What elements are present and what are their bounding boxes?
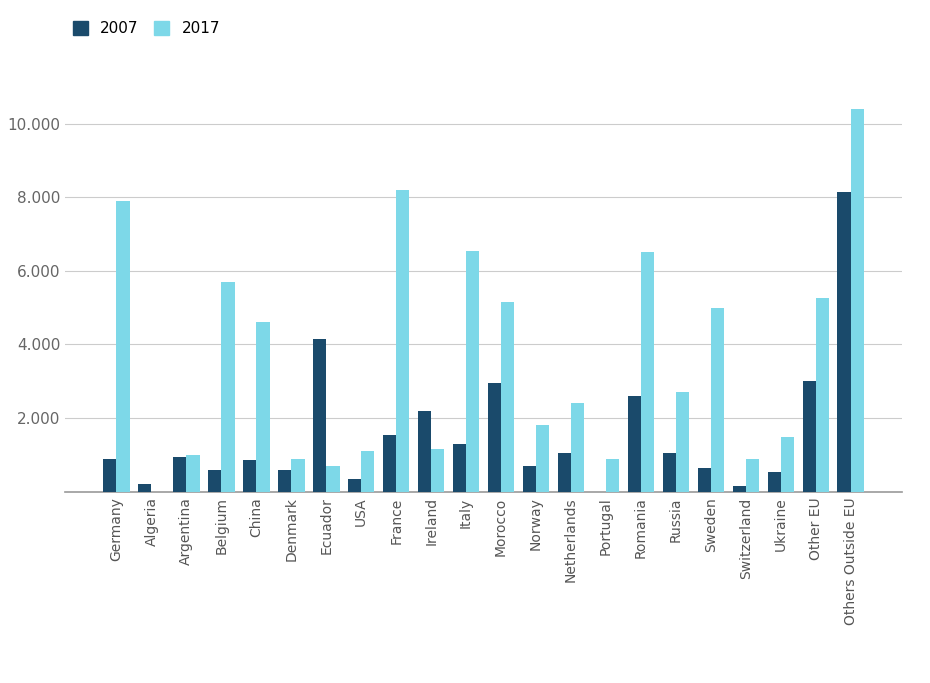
Bar — [733, 486, 746, 492]
Bar — [348, 479, 361, 492]
Bar — [173, 457, 186, 492]
Bar — [432, 449, 445, 492]
Bar — [746, 458, 759, 492]
Bar — [558, 453, 571, 492]
Bar — [501, 302, 514, 492]
Bar — [208, 470, 221, 492]
Bar — [767, 471, 781, 492]
Bar — [816, 298, 829, 492]
Bar — [711, 307, 724, 492]
Bar — [257, 322, 270, 492]
Bar — [103, 458, 116, 492]
Bar — [838, 192, 851, 492]
Bar — [221, 282, 234, 492]
Bar — [676, 392, 689, 492]
Bar — [536, 426, 550, 492]
Bar — [488, 383, 501, 492]
Bar — [628, 396, 641, 492]
Bar — [291, 458, 304, 492]
Bar — [466, 251, 479, 492]
Bar — [698, 468, 711, 492]
Legend: 2007, 2017: 2007, 2017 — [73, 21, 220, 36]
Bar — [523, 466, 536, 492]
Bar — [418, 410, 432, 492]
Bar — [278, 470, 291, 492]
Bar — [781, 436, 794, 492]
Bar — [803, 381, 816, 492]
Bar — [383, 434, 396, 492]
Bar — [186, 455, 200, 492]
Bar — [116, 201, 129, 492]
Bar — [851, 109, 864, 492]
Bar — [361, 451, 375, 492]
Bar — [663, 453, 676, 492]
Bar — [571, 404, 584, 492]
Bar — [453, 444, 466, 492]
Bar — [313, 339, 326, 492]
Bar — [243, 460, 257, 492]
Bar — [326, 466, 339, 492]
Bar — [396, 190, 409, 492]
Bar — [139, 484, 152, 492]
Bar — [641, 253, 654, 492]
Bar — [606, 458, 619, 492]
